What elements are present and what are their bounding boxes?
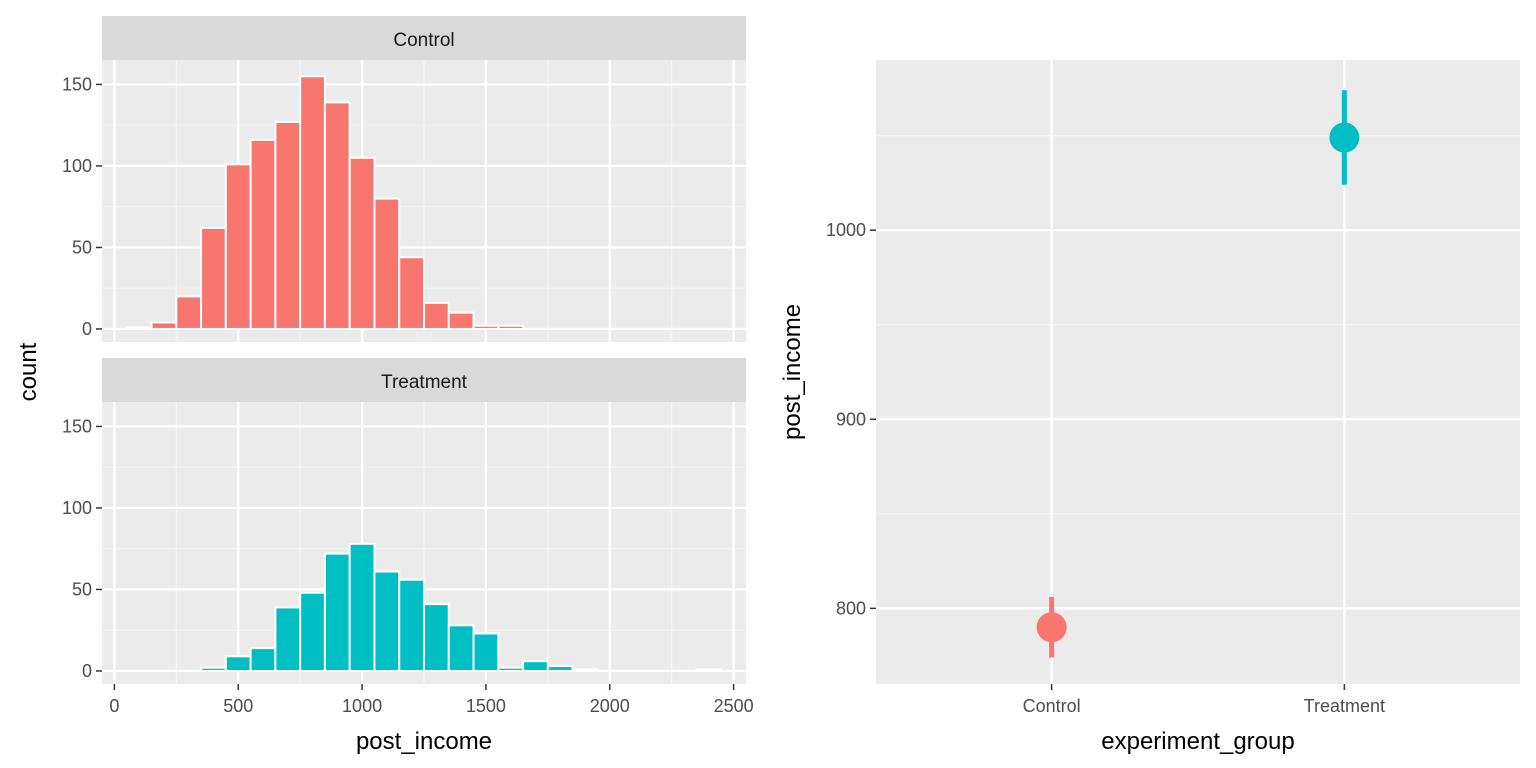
x-tick-label: Control [1023, 696, 1081, 716]
y-tick-label: 900 [836, 409, 866, 429]
x-tick-label: 1500 [466, 696, 506, 716]
y-tick-label: 50 [72, 579, 92, 599]
histogram-bar [348, 156, 376, 330]
histogram-bar [571, 668, 599, 672]
y-tick-label: 150 [62, 416, 92, 436]
mean-point [1036, 612, 1067, 643]
histogram-bar [423, 603, 450, 672]
facet-strip [102, 16, 746, 60]
x-tick-label: Treatment [1304, 696, 1385, 716]
histogram-bar [274, 120, 302, 330]
facet-strip-label: Control [393, 30, 454, 51]
y-tick-label: 100 [62, 498, 92, 518]
histogram-bar [373, 570, 401, 672]
mean-point [1329, 122, 1360, 153]
y-axis-title: count [15, 342, 42, 401]
x-tick-label: 0 [109, 696, 119, 716]
y-tick-label: 0 [82, 319, 92, 339]
histogram-bar [447, 624, 475, 672]
histogram-bar [497, 666, 525, 672]
y-tick-label: 1000 [826, 220, 866, 240]
histogram-bar [150, 321, 178, 330]
y-tick-label: 100 [62, 156, 92, 176]
histogram-bar [224, 655, 252, 672]
histogram-bar [497, 324, 525, 330]
histogram-bar [249, 647, 277, 672]
histogram-bar [695, 668, 723, 672]
facet-strip [102, 358, 746, 402]
histogram-bar [447, 311, 475, 330]
x-tick-label: 500 [223, 696, 253, 716]
x-axis-title: experiment_group [1101, 728, 1294, 755]
y-axis-title: post_income [779, 304, 806, 440]
y-tick-label: 0 [82, 661, 92, 681]
histogram-bar [299, 591, 326, 672]
x-tick-label: 2500 [714, 696, 754, 716]
histogram-bar [522, 660, 549, 672]
histogram-bar [472, 324, 500, 330]
histogram-bar [249, 138, 277, 330]
histogram-bar [299, 75, 326, 330]
y-tick-label: 50 [72, 237, 92, 257]
histogram-bar [323, 552, 351, 672]
histogram-bar [125, 326, 153, 330]
facet-strip-label: Treatment [381, 372, 468, 393]
histogram-bar [348, 542, 376, 672]
histogram-bar [398, 578, 426, 672]
histogram-bar [398, 256, 426, 330]
histogram-bar [472, 632, 500, 672]
pointrange-plot: 800 900 1000 Control Treatment experiment_gro… [779, 60, 1520, 755]
y-tick-label: 800 [836, 598, 866, 618]
histogram-bar [224, 163, 252, 330]
histogram-bar [423, 301, 450, 330]
histogram-bar [274, 606, 302, 672]
histogram-bar [546, 665, 574, 672]
histogram-bar [200, 226, 227, 330]
y-tick-label: 150 [62, 74, 92, 94]
x-tick-label: 1000 [342, 696, 382, 716]
histogram-bar [200, 666, 227, 672]
x-axis-title: post_income [356, 728, 492, 755]
histogram-bar [373, 197, 401, 330]
panel-background [876, 60, 1520, 684]
histogram-bar [323, 101, 351, 330]
histogram-bar [175, 295, 203, 330]
x-tick-label: 2000 [590, 696, 630, 716]
